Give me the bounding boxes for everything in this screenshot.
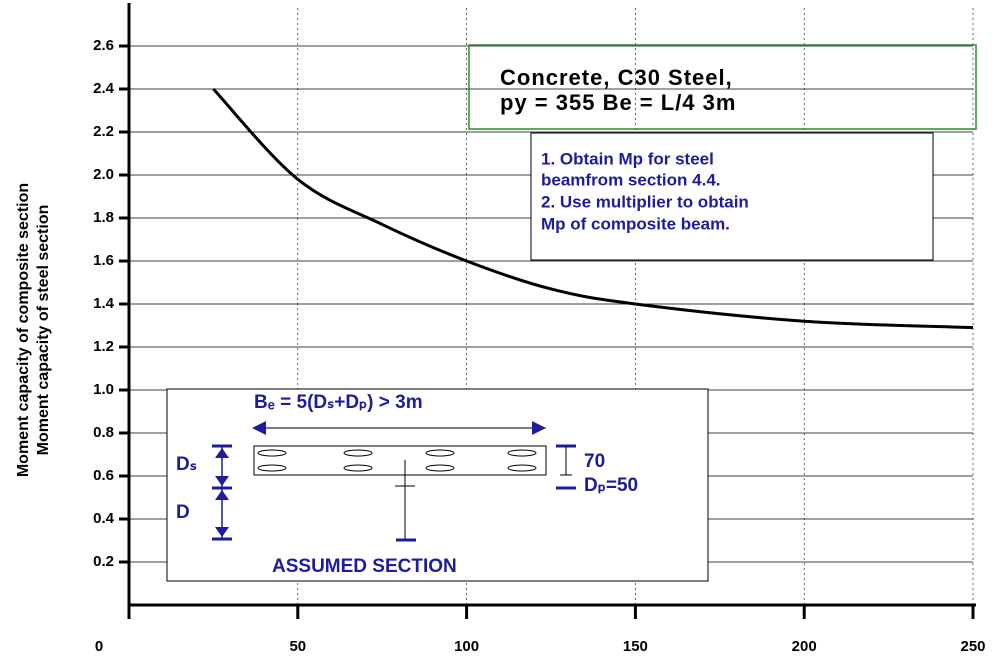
x-tick-label: 50 (289, 638, 306, 655)
depth-heads (215, 448, 229, 537)
d-label: D (176, 502, 190, 523)
y-axis-label: Moment capacity of steel section (35, 205, 52, 456)
curve (212, 87, 974, 330)
y-tick-label: 0.8 (93, 424, 114, 441)
note-text: beamfrom section 4.4. (541, 170, 721, 189)
y-tick-label: 1.2 (93, 338, 114, 355)
x-tick-label: 250 (960, 638, 985, 655)
note-text: Mp of composite beam. (541, 214, 730, 233)
y-tick-label: 2.0 (93, 166, 114, 183)
y-tick-label: 2.6 (93, 37, 114, 54)
y-tick-label: 0.2 (93, 553, 114, 570)
note-box (530, 132, 934, 261)
inset-box (166, 388, 709, 582)
x-tick-label: 150 (623, 638, 648, 655)
spec-text: py = 355 Be = L/4 3m (500, 90, 736, 115)
x-tick-label: 100 (454, 638, 479, 655)
y-tick-label: 2.2 (93, 123, 114, 140)
y-tick-label: 1.0 (93, 381, 114, 398)
plot (212, 87, 974, 330)
y-tick-label: 2.4 (93, 80, 115, 97)
arrow-head (252, 421, 266, 435)
y-tick-label: 0.6 (93, 467, 114, 484)
y-tick-label: 1.8 (93, 209, 114, 226)
spec-text: Concrete, C30 Steel, (500, 65, 733, 90)
dp-label: Dₚ=50 (584, 475, 638, 496)
y-tick-label: 1.6 (93, 252, 114, 269)
spec-box (468, 44, 977, 130)
inset-caption: ASSUMED SECTION (272, 556, 457, 577)
x-tick-label: 0 (95, 638, 103, 655)
y-tick-label: 0.4 (93, 510, 115, 527)
slab-label: 70 (584, 451, 605, 472)
note-text: 2. Use multiplier to obtain (541, 192, 749, 211)
rebars (257, 449, 537, 472)
y-tick-label: 1.4 (93, 295, 115, 312)
arrow-head (532, 421, 546, 435)
inset: Bₑ = 5(Dₛ+Dₚ) > 3m Dₛ D 70 Dₚ=50 A (166, 388, 709, 582)
ds-label: Dₛ (176, 454, 197, 475)
x-tick-label: 200 (792, 638, 817, 655)
note-text: 1. Obtain Mp for steel (541, 149, 714, 168)
slab (253, 445, 547, 476)
width-label: Bₑ = 5(Dₛ+Dₚ) > 3m (254, 392, 423, 413)
y-axis-label: Moment capacity of composite section (15, 183, 32, 477)
